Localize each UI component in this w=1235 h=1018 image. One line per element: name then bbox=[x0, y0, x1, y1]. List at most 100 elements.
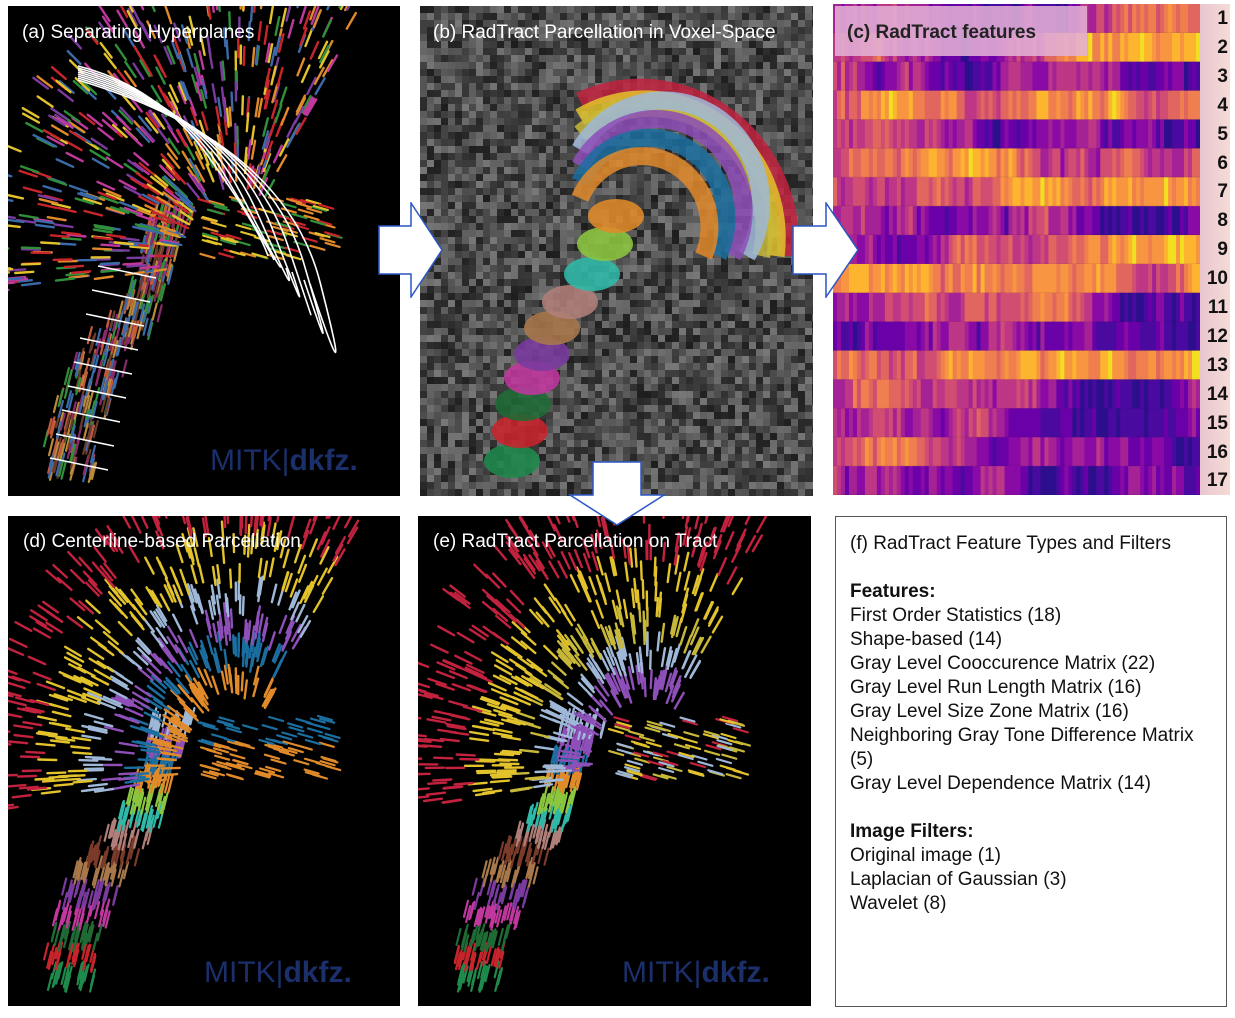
voxel bbox=[441, 433, 448, 440]
voxel bbox=[812, 90, 813, 97]
voxel bbox=[490, 167, 497, 174]
voxel bbox=[504, 20, 511, 27]
voxel bbox=[700, 293, 707, 300]
voxel bbox=[588, 398, 595, 405]
voxel bbox=[448, 181, 455, 188]
voxel bbox=[630, 174, 637, 181]
voxel bbox=[525, 41, 532, 48]
fiber-stroke bbox=[92, 228, 113, 234]
voxel bbox=[581, 314, 588, 321]
voxel bbox=[693, 76, 700, 83]
fiber-stroke bbox=[295, 116, 307, 136]
voxel bbox=[588, 426, 595, 433]
voxel bbox=[686, 363, 693, 370]
voxel bbox=[679, 230, 686, 237]
fiber-stroke bbox=[57, 88, 75, 103]
voxel bbox=[644, 447, 651, 454]
voxel bbox=[427, 223, 434, 230]
voxel bbox=[784, 377, 791, 384]
voxel bbox=[728, 468, 735, 475]
voxel bbox=[602, 62, 609, 69]
fiber-stroke bbox=[261, 164, 271, 184]
voxel bbox=[805, 349, 812, 356]
fiber-stroke bbox=[310, 6, 320, 25]
voxel bbox=[560, 118, 567, 125]
fiber-stroke bbox=[164, 198, 171, 217]
voxel bbox=[420, 363, 427, 370]
voxel bbox=[434, 307, 441, 314]
voxel bbox=[763, 139, 770, 146]
voxel bbox=[448, 335, 455, 342]
voxel bbox=[539, 440, 546, 447]
voxel bbox=[448, 412, 455, 419]
fiber-stroke bbox=[312, 204, 329, 212]
voxel bbox=[462, 125, 469, 132]
voxel bbox=[700, 34, 707, 41]
fiber-stroke bbox=[156, 127, 170, 145]
voxel bbox=[441, 230, 448, 237]
voxel bbox=[749, 370, 756, 377]
fiber-stroke bbox=[317, 40, 329, 60]
voxel bbox=[525, 97, 532, 104]
voxel bbox=[630, 349, 637, 356]
voxel bbox=[784, 265, 791, 272]
voxel bbox=[525, 279, 532, 286]
voxel bbox=[455, 405, 462, 412]
voxel bbox=[455, 20, 462, 27]
voxel bbox=[770, 139, 777, 146]
voxel bbox=[518, 20, 525, 27]
fiber-stroke bbox=[311, 205, 328, 212]
voxel bbox=[525, 34, 532, 41]
voxel bbox=[455, 48, 462, 55]
voxel bbox=[700, 356, 707, 363]
voxel bbox=[490, 223, 497, 230]
voxel bbox=[441, 419, 448, 426]
voxel bbox=[749, 307, 756, 314]
voxel bbox=[504, 125, 511, 132]
voxel bbox=[483, 139, 490, 146]
voxel bbox=[651, 209, 658, 216]
voxel bbox=[742, 475, 749, 482]
voxel bbox=[728, 461, 735, 468]
voxel bbox=[483, 188, 490, 195]
voxel bbox=[791, 391, 798, 398]
voxel bbox=[777, 398, 784, 405]
voxel bbox=[756, 55, 763, 62]
voxel bbox=[525, 76, 532, 83]
voxel bbox=[700, 6, 707, 13]
voxel bbox=[637, 195, 644, 202]
voxel bbox=[728, 377, 735, 384]
voxel bbox=[784, 419, 791, 426]
voxel bbox=[546, 468, 553, 475]
voxel bbox=[651, 223, 658, 230]
fiber-stroke bbox=[139, 127, 155, 143]
voxel bbox=[609, 300, 616, 307]
voxel bbox=[448, 237, 455, 244]
voxel bbox=[546, 244, 553, 251]
fiber-stroke bbox=[265, 42, 271, 63]
voxel bbox=[448, 321, 455, 328]
voxel bbox=[560, 237, 567, 244]
voxel bbox=[490, 398, 497, 405]
voxel bbox=[812, 6, 813, 13]
voxel bbox=[567, 34, 574, 41]
voxel bbox=[630, 20, 637, 27]
voxel bbox=[532, 482, 539, 489]
voxel bbox=[469, 279, 476, 286]
voxel bbox=[602, 20, 609, 27]
voxel bbox=[798, 118, 805, 125]
voxel bbox=[462, 265, 469, 272]
voxel bbox=[455, 293, 462, 300]
voxel bbox=[602, 440, 609, 447]
voxel bbox=[588, 321, 595, 328]
voxel bbox=[504, 90, 511, 97]
voxel bbox=[665, 251, 672, 258]
voxel bbox=[805, 153, 812, 160]
fiber-stroke bbox=[66, 233, 87, 238]
voxel bbox=[763, 384, 770, 391]
voxel bbox=[742, 83, 749, 90]
voxel bbox=[427, 153, 434, 160]
voxel bbox=[560, 279, 567, 286]
voxel bbox=[693, 342, 700, 349]
voxel bbox=[812, 69, 813, 76]
